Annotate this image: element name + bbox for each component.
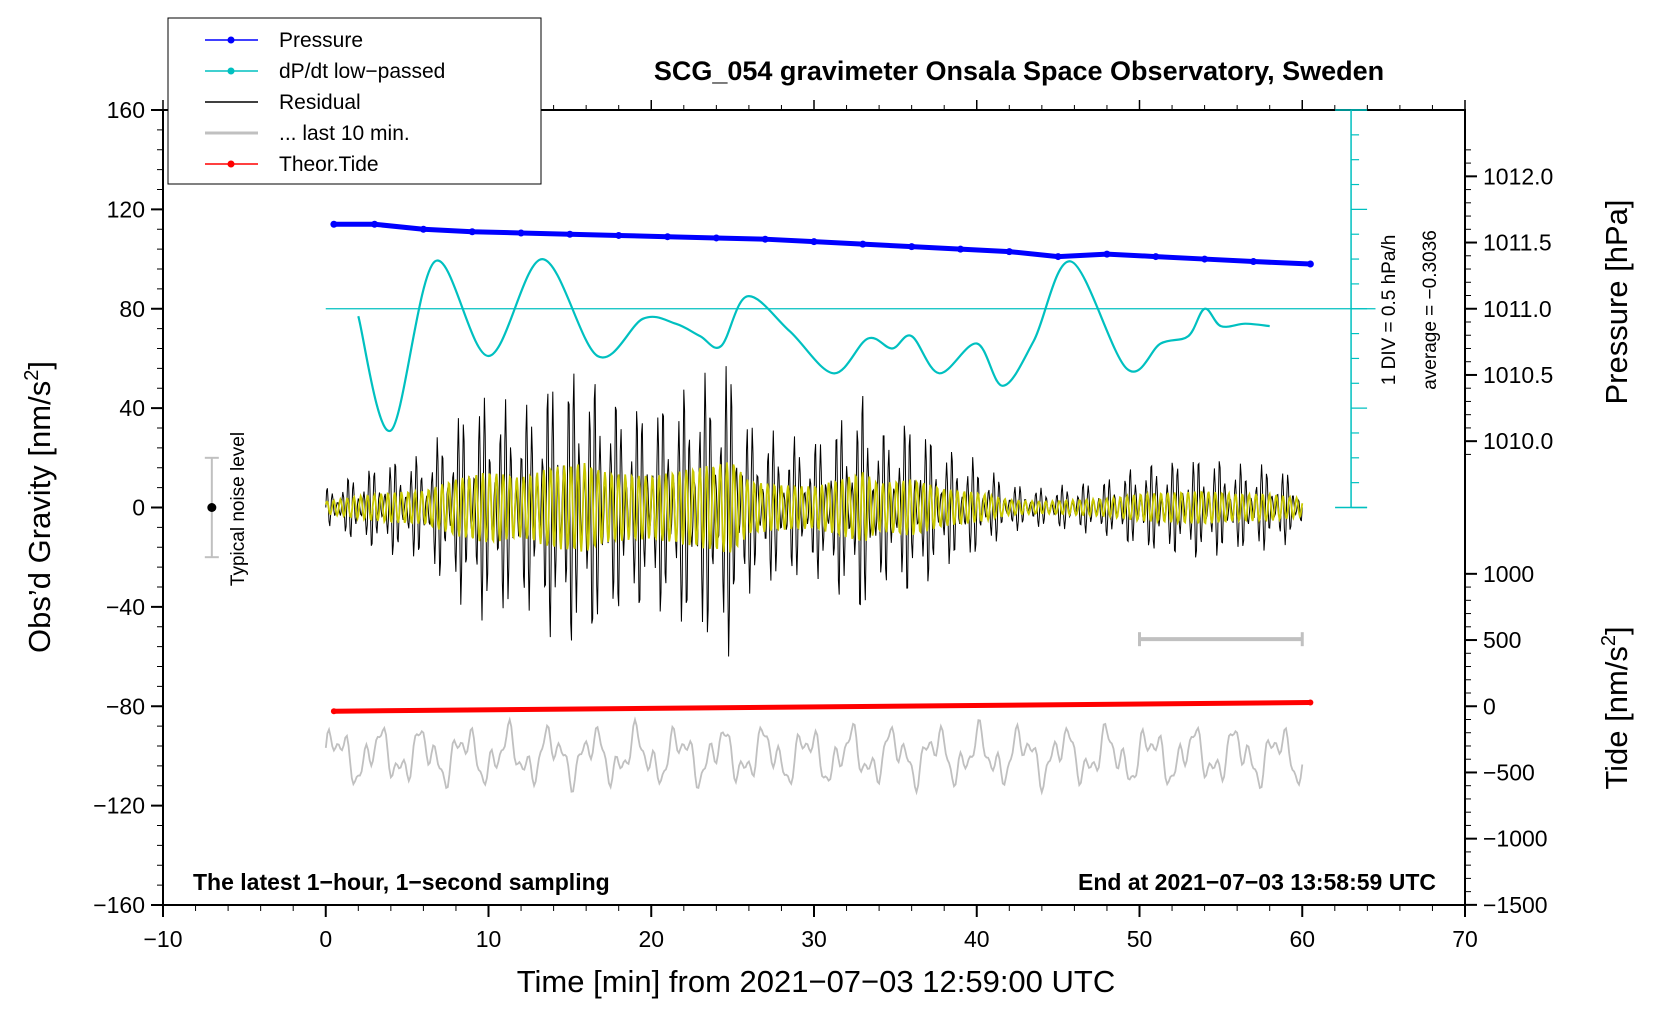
x-axis-title: Time [min] from 2021−07−03 12:59:00 UTC	[517, 964, 1116, 999]
series-layer	[204, 220, 1376, 796]
legend-marker	[227, 160, 235, 168]
tide-tick-label: 1000	[1483, 561, 1534, 587]
legend: Pressure dP/dt low−passed Residual ... last…	[167, 17, 542, 185]
legend-label: Pressure	[279, 29, 363, 52]
pressure-point	[1054, 253, 1062, 261]
x-tick-label: −10	[143, 926, 182, 952]
legend-label: ... last 10 min.	[279, 122, 410, 145]
pressure-point	[761, 235, 769, 243]
y-tick-label: 160	[107, 97, 145, 123]
pressure-point	[419, 225, 427, 233]
tide-tick-label: 0	[1483, 693, 1496, 719]
pressure-point	[330, 220, 338, 228]
x-tick-label: 20	[638, 926, 664, 952]
y-axis-title-close: ]	[22, 361, 57, 370]
x-tick-label: 70	[1452, 926, 1478, 952]
pressure-tick-label: 1011.0	[1483, 296, 1552, 322]
pressure-point	[859, 240, 867, 248]
y-tick-label: −80	[106, 693, 145, 719]
x-tick-label: 30	[801, 926, 827, 952]
pressure-point	[615, 231, 623, 239]
pressure-point	[664, 233, 672, 241]
noise-level-label: Typical noise level	[228, 432, 249, 586]
legend-label: Theor.Tide	[279, 153, 379, 176]
chart-title: SCG_054 gravimeter Onsala Space Observat…	[654, 56, 1384, 86]
y-tick-label: −120	[93, 793, 145, 819]
tide-axis-title: Tide [nm/s2]	[1598, 626, 1634, 789]
tide-tick-label: −1000	[1483, 826, 1548, 852]
y-axis-title-sup: 2	[21, 370, 43, 381]
sampling-note: The latest 1−hour, 1−second sampling	[193, 869, 610, 895]
pressure-point	[371, 220, 379, 228]
tide-tick-label: 500	[1483, 627, 1521, 653]
end-time-note: End at 2021−07−03 13:58:59 UTC	[1078, 869, 1436, 895]
pressure-point	[908, 243, 916, 251]
tide-line	[333, 700, 1311, 714]
x-tick-label: 0	[319, 926, 332, 952]
pressure-axis-title: Pressure [hPa]	[1599, 199, 1634, 404]
pressure-line	[333, 221, 1311, 267]
dpdt-average-label: average = −0.3036	[1420, 230, 1441, 390]
dpdt-line	[357, 257, 1270, 432]
y-axis-title: Obs’d Gravity [nm/s2]	[21, 361, 57, 653]
pressure-point	[566, 230, 574, 238]
tide-axis-title-main: Tide [nm/s	[1599, 646, 1634, 790]
dpdt-scale-label: 1 DIV = 0.5 hPa/h	[1379, 235, 1400, 386]
pressure-tick-label: 1012.0	[1483, 163, 1553, 189]
y-tick-label: 80	[119, 296, 145, 322]
legend-marker	[227, 67, 235, 75]
pressure-point	[1152, 253, 1160, 261]
pressure-tick-label: 1011.5	[1483, 230, 1552, 256]
y-tick-label: 120	[107, 196, 145, 222]
pressure-tick-label: 1010.5	[1483, 362, 1553, 388]
legend-box	[167, 17, 542, 185]
y-tick-label: 40	[119, 395, 145, 421]
tide-point	[1307, 699, 1314, 706]
pressure-point	[1201, 255, 1209, 263]
pressure-point	[712, 234, 720, 242]
axes-layer: −10 0 10 20 30 40 50 60 70 −160 −120 −80 −40 0 40 80 120…	[93, 97, 1553, 952]
legend-marker	[227, 36, 235, 44]
noise-level-dot	[207, 503, 217, 512]
last-10-min-line	[324, 716, 1304, 796]
x-tick-label: 50	[1127, 926, 1153, 952]
x-tick-label: 60	[1289, 926, 1315, 952]
x-tick-label: 10	[476, 926, 502, 952]
pressure-point	[1306, 260, 1314, 268]
x-tick-label: 40	[964, 926, 990, 952]
y-tick-label: −40	[106, 594, 145, 620]
tide-axis-title-close: ]	[1599, 626, 1634, 635]
legend-label: Residual	[279, 91, 361, 114]
pressure-point	[1103, 250, 1111, 258]
legend-label: dP/dt low−passed	[279, 60, 445, 83]
pressure-tick-label: 1010.0	[1483, 428, 1553, 454]
tide-tick-label: −500	[1483, 759, 1535, 785]
pressure-point	[810, 238, 818, 246]
pressure-point	[1249, 258, 1257, 266]
pressure-point	[468, 228, 476, 236]
pressure-point	[517, 229, 525, 237]
tide-tick-label: −1500	[1483, 892, 1548, 918]
pressure-point	[1005, 248, 1013, 256]
pressure-point	[956, 245, 964, 253]
tide-point	[330, 708, 337, 715]
y-axis-title-main: Obs’d Gravity [nm/s	[22, 381, 57, 653]
filtered-residual-line	[324, 462, 1304, 553]
y-tick-label: 0	[132, 495, 145, 521]
tide-axis-title-sup: 2	[1598, 635, 1620, 646]
y-tick-label: −160	[93, 892, 145, 918]
